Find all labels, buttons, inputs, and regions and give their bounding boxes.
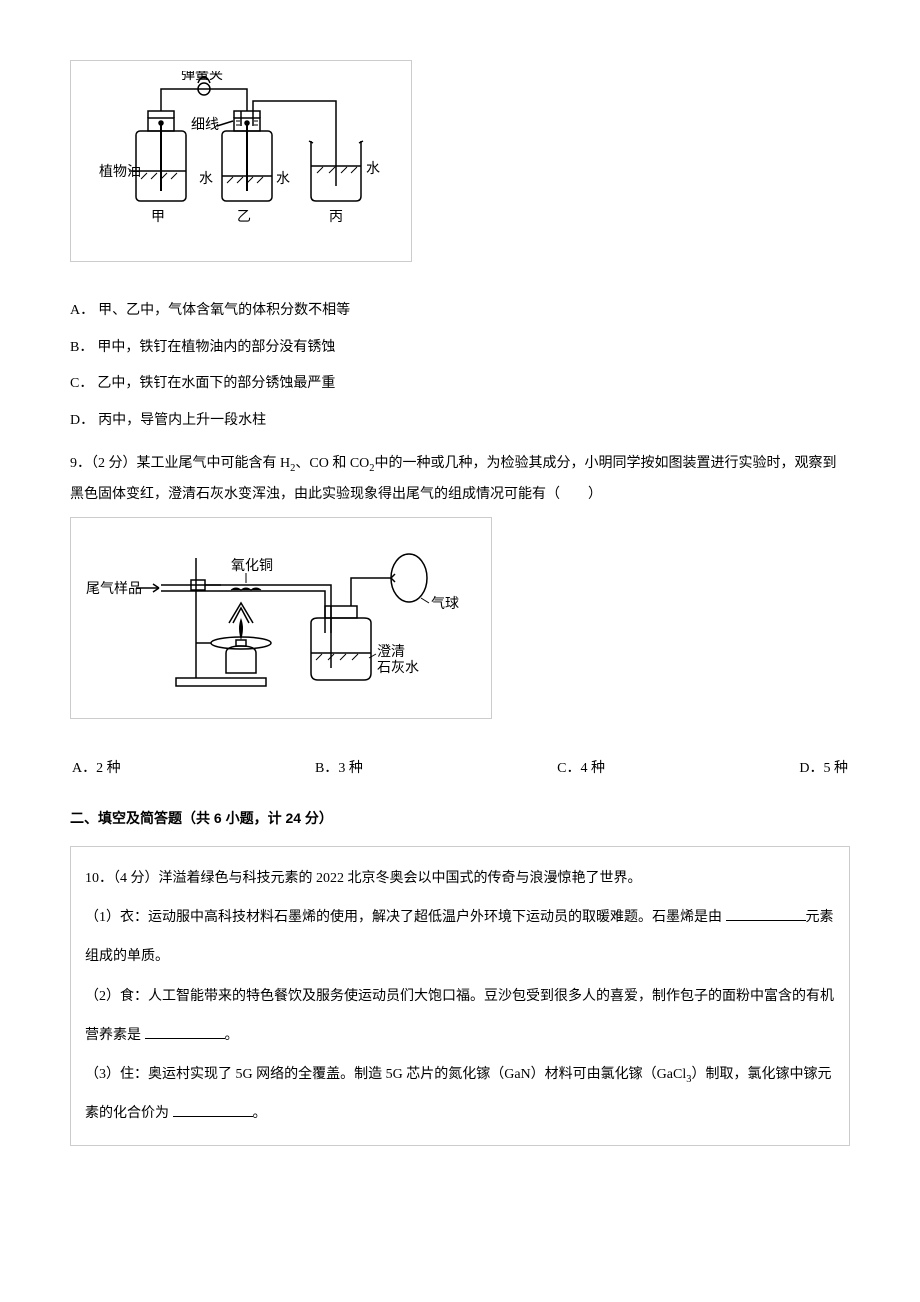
q10-p1: （1）衣：运动服中高科技材料石墨烯的使用，解决了超低温户外环境下运动员的取暖难题… [85, 898, 835, 976]
q8-option-c: C．乙中，铁钉在水面下的部分锈蚀最严重 [70, 369, 850, 400]
label-clip: 弹簧夹 [181, 71, 223, 83]
q9-options-row: A．2 种 B．3 种 C．4 种 D．5 种 [70, 754, 850, 785]
q9-option-d: D．5 种 [799, 754, 848, 785]
label-balloon: 气球 [431, 596, 459, 612]
q9-option-b: B．3 种 [315, 754, 363, 785]
blank-1 [726, 907, 806, 921]
q10-intro: 10．（4 分）洋溢着绿色与科技元素的 2022 北京冬奥会以中国式的传奇与浪漫… [85, 859, 835, 898]
label-jia: 甲 [151, 210, 165, 225]
q8-option-d: D．丙中，导管内上升一段水柱 [70, 406, 850, 437]
q9-apparatus-svg: 尾气样品 氧化铜 气球 澄清 石灰水 [81, 528, 481, 708]
q8-option-a: A．甲、乙中，气体含氧气的体积分数不相等 [70, 296, 850, 327]
label-bing: 丙 [329, 210, 343, 225]
q10-p3: （3）住：奥运村实现了 5G 网络的全覆盖。制造 5G 芯片的氮化镓（GaN）材… [85, 1055, 835, 1133]
q9-figure-box: 尾气样品 氧化铜 气球 澄清 石灰水 [70, 517, 492, 719]
q9-option-c: C．4 种 [557, 754, 605, 785]
label-water-bing: 水 [366, 161, 380, 177]
blank-2 [145, 1025, 225, 1039]
label-sample: 尾气样品 [86, 581, 142, 597]
q10-p2: （2）食：人工智能带来的特色餐饮及服务使运动员们大饱口福。豆沙包受到很多人的喜爱… [85, 977, 835, 1055]
q8-figure-box: 植物油 甲 弹簧夹 [70, 60, 412, 262]
label-oil: 植物油 [99, 164, 141, 180]
label-lime2: 石灰水 [377, 660, 419, 676]
blank-3 [173, 1103, 253, 1117]
label-yi: 乙 [237, 209, 251, 225]
label-lime1: 澄清 [377, 644, 405, 660]
label-water-yi: 水 [276, 171, 290, 187]
label-cuo: 氧化铜 [231, 558, 273, 574]
q9-stem: 9．（2 分）某工业尾气中可能含有 H2、CO 和 CO2中的一种或几种，为检验… [70, 449, 850, 511]
section2-title: 二、填空及简答题（共 6 小题，计 24 分） [70, 803, 850, 834]
q8-option-b: B．甲中，铁钉在植物油内的部分没有锈蚀 [70, 333, 850, 364]
q10-box: 10．（4 分）洋溢着绿色与科技元素的 2022 北京冬奥会以中国式的传奇与浪漫… [70, 846, 850, 1146]
q8-apparatus-svg: 植物油 甲 弹簧夹 [81, 71, 401, 251]
label-water-jia: 水 [199, 171, 213, 187]
label-thread: 细线 [191, 117, 219, 133]
q9-option-a: A．2 种 [72, 754, 121, 785]
